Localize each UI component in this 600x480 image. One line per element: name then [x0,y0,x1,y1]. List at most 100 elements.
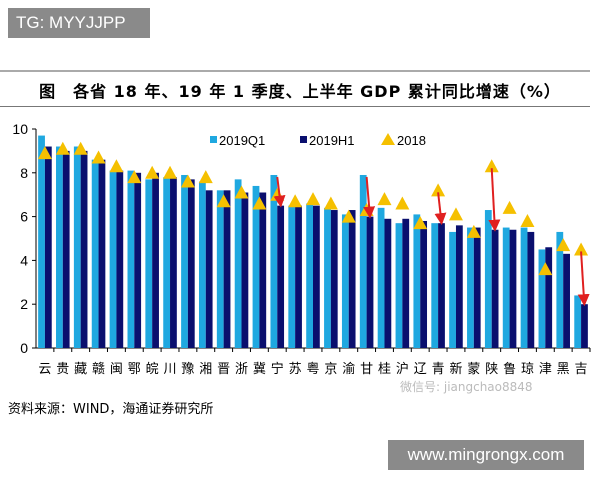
marker-2018 [431,183,446,197]
x-tick-label: 贵 [56,362,69,377]
bar-2019q1 [341,214,349,348]
y-tick-label: 10 [12,121,28,137]
marker-2018 [252,196,267,210]
x-tick-label: 桂 [378,362,391,377]
marker-2018 [288,194,303,208]
bar-2019q1 [431,223,439,348]
marker-2018 [466,224,481,238]
marker-2018 [91,150,106,164]
bar-2019h1 [187,179,195,348]
bar-2019q1 [181,174,188,348]
bar-2019h1 [116,170,124,348]
bar-2019q1 [520,227,528,348]
red-arrow [363,176,376,219]
bar-2019q1 [56,146,63,348]
bar-2019q1 [324,207,331,348]
red-arrow [488,168,501,232]
bar-2019h1 [134,172,142,348]
marker-2018 [484,159,499,173]
bar-2019q1 [449,231,456,348]
marker-2018 [198,170,213,184]
red-arrow [434,192,447,226]
marker-2018 [234,185,249,199]
x-tick-label: 粤 [306,361,319,377]
legend-label: 2018 [397,133,426,148]
y-tick-label: 2 [20,296,28,312]
bar-2019q1 [377,207,385,348]
legend-swatch [381,133,395,145]
legend-swatch [210,136,217,143]
bar-2019q1 [216,190,224,348]
x-tick-label: 豫 [181,362,194,377]
bar-2019h1 [259,192,267,348]
x-tick-label: 新 [449,361,462,377]
bar-2019q1 [73,146,81,348]
bar-2019h1 [509,229,517,348]
marker-2018 [502,200,517,214]
x-tick-label: 闽 [110,362,123,377]
x-tick-label: 藏 [74,362,87,377]
marker-2018 [127,170,142,184]
x-tick-label: 吉 [575,362,588,377]
bar-2019q1 [288,205,296,348]
marker-2018 [377,192,392,206]
bar-2019q1 [145,179,153,348]
marker-2018 [323,196,338,210]
x-tick-label: 陕 [485,362,498,377]
bar-2019h1 [80,150,88,348]
y-tick-label: 4 [20,252,28,268]
bar-2019q1 [395,223,403,348]
bar-2019h1 [563,253,570,348]
marker-2018 [145,165,160,179]
x-tick-label: 晋 [217,362,230,377]
legend-swatch [300,136,307,143]
red-arrow [577,251,590,307]
bar-2019h1 [277,205,285,348]
bar-2019h1 [330,210,338,348]
divider [0,70,590,72]
bar-2019h1 [44,146,52,348]
marker-2018 [520,213,535,227]
marker-2018 [341,209,356,223]
marker-2018 [109,159,124,173]
x-tick-label: 京 [324,362,337,377]
marker-2018 [73,141,88,155]
bar-2019h1 [581,304,588,348]
red-arrow [273,176,286,208]
bar-2019h1 [205,190,213,348]
bar-2019q1 [109,170,117,348]
wechat-watermark: 微信号: jiangchao8848 [400,380,533,394]
bar-2019q1 [127,170,135,348]
x-tick-label: 渝 [342,361,355,377]
bar-2019h1 [527,231,535,348]
bar-2019q1 [556,231,564,348]
bar-2019q1 [502,227,510,348]
bar-2019h1 [545,247,553,348]
bar-2019q1 [198,181,206,348]
bar-2019q1 [270,174,278,348]
marker-2018 [180,174,195,188]
marker-2018 [395,196,410,210]
x-tick-label: 蒙 [467,362,480,377]
bar-2019q1 [163,177,171,348]
watermark-site: www.mingrongx.com [388,440,584,470]
marker-2018 [37,146,52,160]
x-tick-label: 皖 [146,362,159,377]
x-tick-label: 辽 [414,362,427,377]
x-tick-label: 沪 [396,361,409,377]
marker-2018 [216,194,231,208]
bar-2019h1 [402,218,410,348]
x-tick-label: 赣 [92,362,105,377]
bar-2019h1 [473,227,481,348]
x-tick-label: 苏 [289,361,302,377]
bar-2019h1 [491,229,499,348]
bar-2019h1 [420,220,428,348]
x-tick-label: 青 [432,362,445,377]
bar-2019h1 [384,218,392,348]
bar-2019h1 [152,172,159,348]
bar-2019h1 [455,225,463,348]
marker-2018 [556,238,571,252]
x-tick-label: 冀 [253,361,266,377]
marker-2018 [306,192,320,206]
bar-2019h1 [438,223,445,348]
